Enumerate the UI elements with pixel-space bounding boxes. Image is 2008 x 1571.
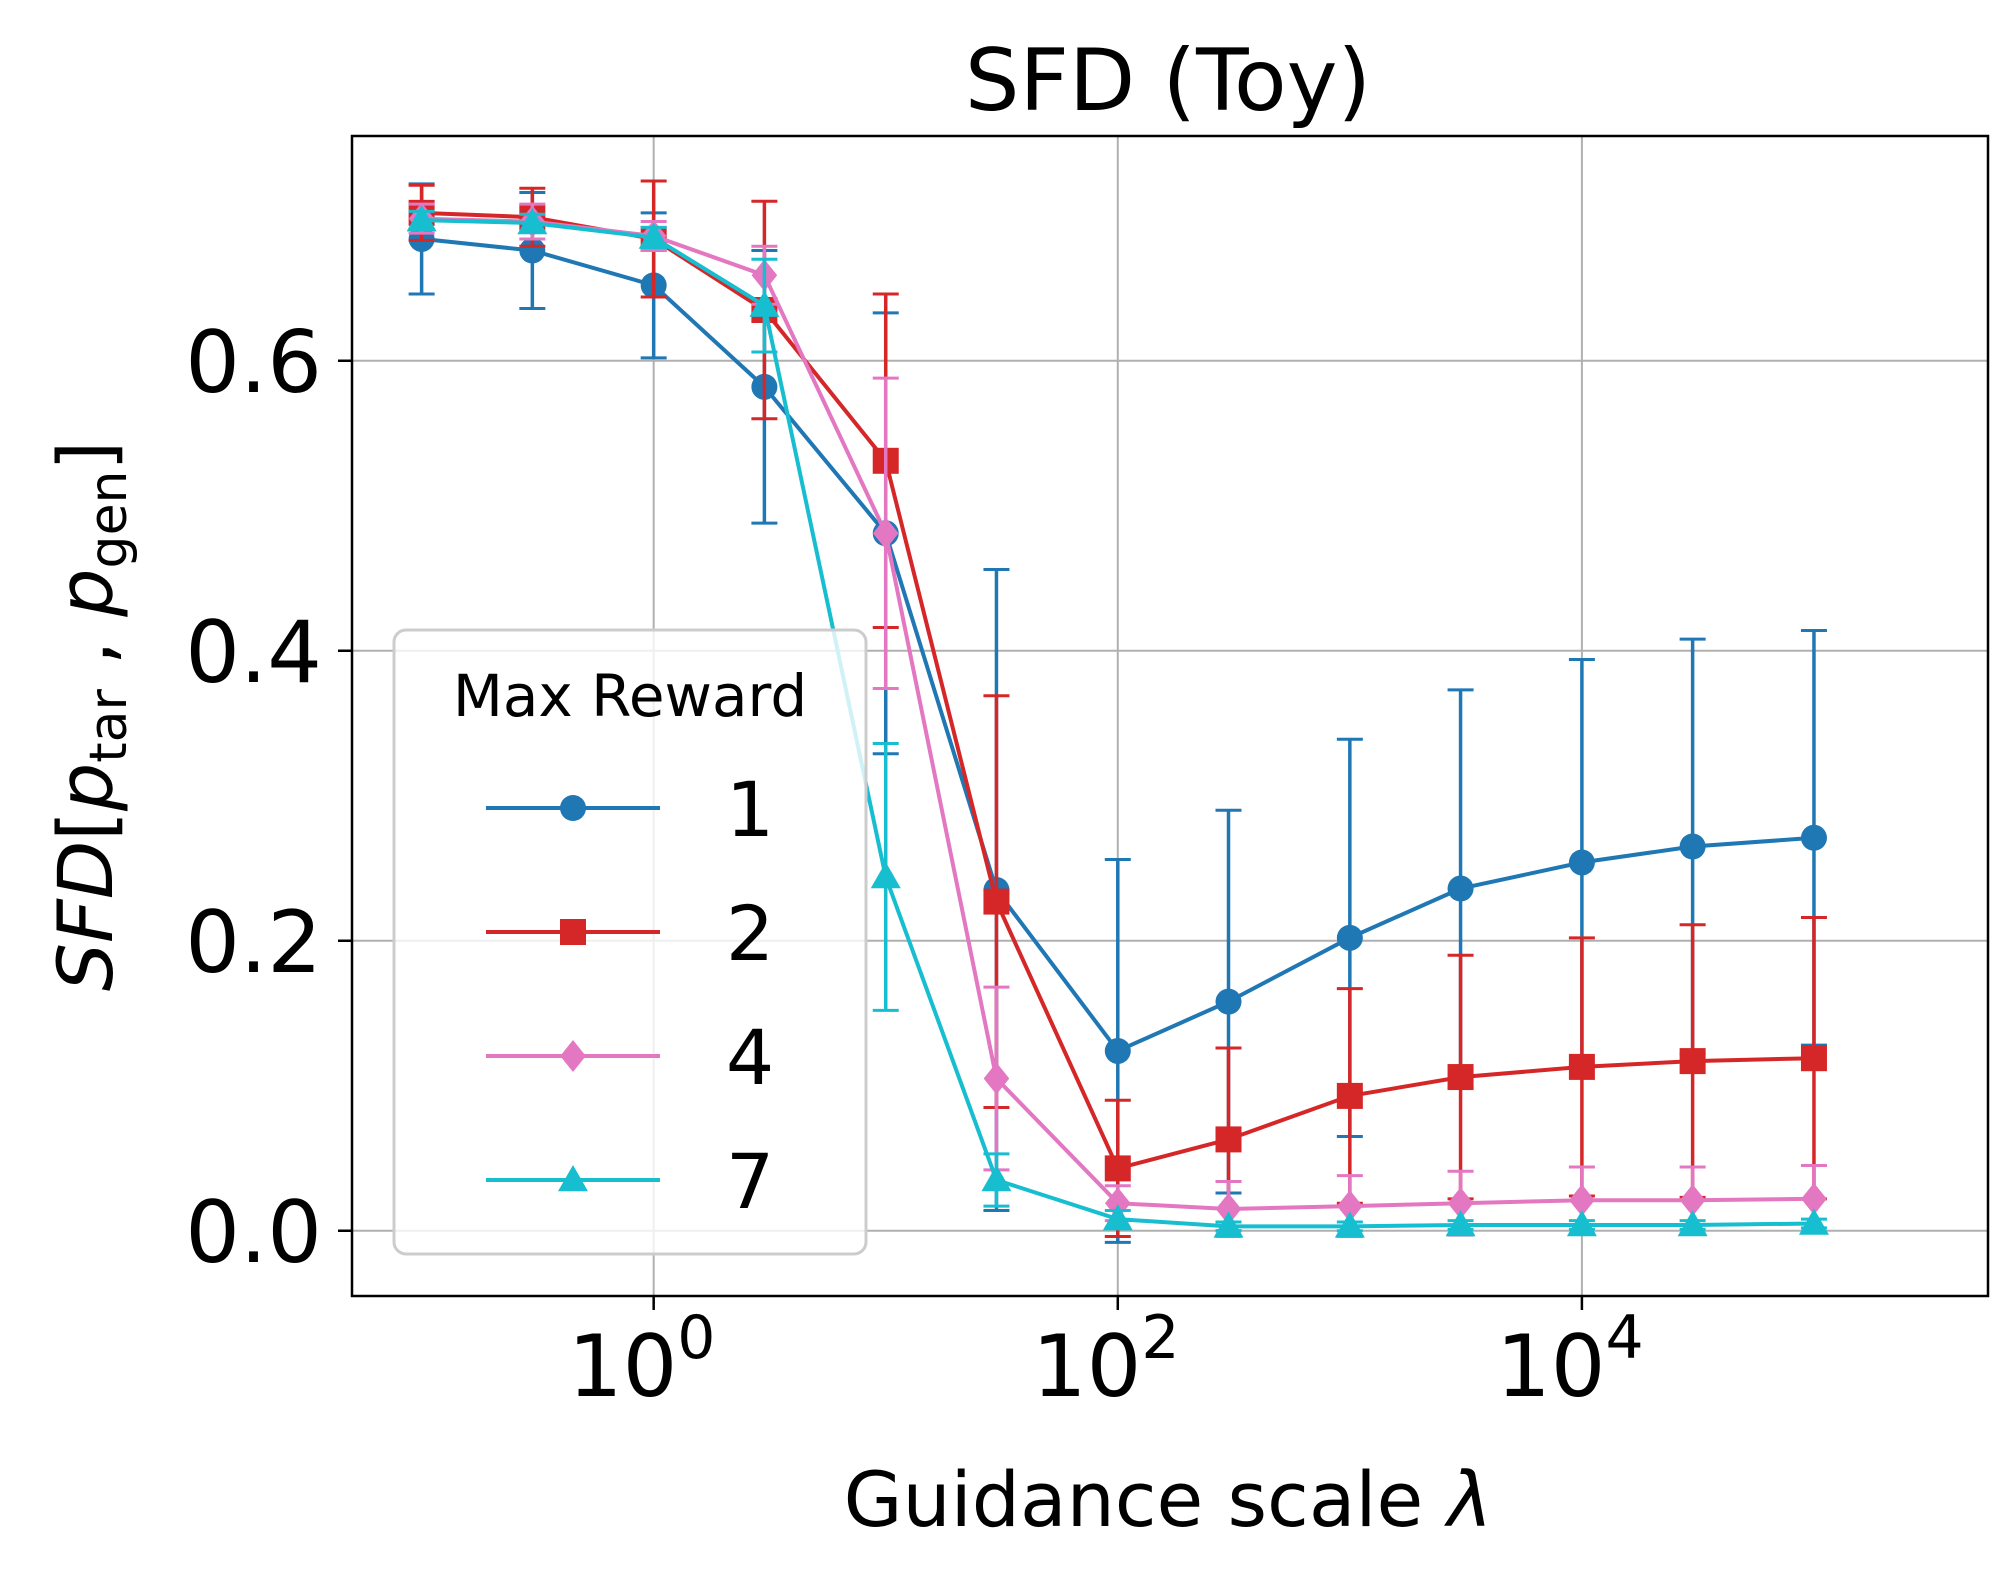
series-1-point-11 bbox=[1679, 833, 1706, 860]
x-tick-label-exp-2: 4 bbox=[1606, 1303, 1644, 1373]
series-7-point-11 bbox=[1677, 1209, 1708, 1237]
series-4-point-9 bbox=[1447, 1187, 1474, 1220]
series-4-point-5 bbox=[983, 1062, 1010, 1095]
y-tick-label-0: 0.0 bbox=[185, 1183, 322, 1283]
series-1-point-9 bbox=[1447, 875, 1474, 902]
series-7-point-7 bbox=[1213, 1211, 1244, 1238]
x-tick-label-exp-0: 0 bbox=[677, 1303, 715, 1373]
legend-entry-4: 4 bbox=[486, 1013, 774, 1102]
x-axis-label-main: Guidance scale bbox=[844, 1455, 1448, 1544]
legend-entries: 1 2 4 7 bbox=[486, 765, 774, 1226]
series-2-point-9 bbox=[1447, 1064, 1474, 1091]
legend-label-4: 4 bbox=[726, 1013, 774, 1102]
series-7-point-4 bbox=[870, 861, 901, 889]
series-2-point-7 bbox=[1215, 1126, 1242, 1153]
x-tick-label-base-1: 10 bbox=[1032, 1317, 1141, 1417]
series-2-point-5 bbox=[983, 888, 1010, 915]
y-tick-label-1: 0.2 bbox=[185, 893, 322, 993]
x-axis-label-symbol: λ bbox=[1443, 1455, 1492, 1544]
series-1-point-6 bbox=[1104, 1037, 1131, 1064]
legend-marker-7 bbox=[558, 1165, 588, 1192]
series-2-point-6 bbox=[1104, 1155, 1131, 1182]
legend-marker-1 bbox=[560, 795, 586, 821]
legend-entry-2: 2 bbox=[486, 889, 774, 978]
legend-marker-4 bbox=[560, 1040, 586, 1072]
y-axis-label-sub1: tar bbox=[79, 689, 139, 763]
legend-title: Max Reward bbox=[453, 662, 807, 730]
x-tick-label-base-0: 10 bbox=[568, 1317, 677, 1417]
y-tick-label-2: 0.4 bbox=[185, 603, 322, 703]
series-7-point-12 bbox=[1798, 1208, 1829, 1235]
y-axis-label-sub2: gen bbox=[79, 470, 139, 568]
y-axis-label-sep: , bbox=[41, 617, 130, 689]
x-tick-label-exp-1: 2 bbox=[1141, 1303, 1179, 1373]
series-7-point-8 bbox=[1334, 1211, 1365, 1238]
y-tick-label-3: 0.6 bbox=[185, 313, 322, 413]
series-2-point-12 bbox=[1800, 1045, 1827, 1072]
series-7-point-0 bbox=[406, 205, 437, 232]
series-4-point-10 bbox=[1569, 1184, 1595, 1217]
legend-entry-1: 1 bbox=[486, 765, 774, 854]
series-1-point-12 bbox=[1800, 824, 1827, 851]
series-7-point-2 bbox=[638, 222, 669, 249]
series-2-point-10 bbox=[1568, 1053, 1595, 1080]
x-tick-label-1: 102 bbox=[1032, 1303, 1180, 1417]
series-7-point-3 bbox=[749, 290, 780, 317]
series-7-point-10 bbox=[1566, 1209, 1597, 1237]
y-axis-label-p1: p bbox=[41, 763, 130, 812]
legend-label-1: 1 bbox=[726, 765, 774, 854]
chart-title: SFD (Toy) bbox=[965, 31, 1371, 131]
series-2-point-11 bbox=[1679, 1048, 1706, 1075]
series-7-point-9 bbox=[1445, 1209, 1476, 1237]
legend-box bbox=[392, 628, 868, 1256]
plot-frame bbox=[350, 134, 1990, 1298]
x-tick-label-0: 100 bbox=[568, 1303, 716, 1417]
series-layer bbox=[406, 179, 1829, 1244]
series-1-point-8 bbox=[1336, 924, 1363, 951]
x-tick-label-2: 104 bbox=[1496, 1303, 1644, 1417]
x-tick-label-base-2: 10 bbox=[1496, 1317, 1605, 1417]
series-1-point-10 bbox=[1568, 849, 1595, 876]
series-1-point-7 bbox=[1215, 988, 1242, 1015]
series-4-point-12 bbox=[1801, 1182, 1827, 1215]
legend-label-2: 2 bbox=[726, 889, 774, 978]
y-axis-label-open: [ bbox=[41, 811, 130, 841]
series-2-point-8 bbox=[1336, 1082, 1363, 1109]
legend-marker-2 bbox=[560, 919, 586, 945]
series-4-point-8 bbox=[1337, 1190, 1363, 1223]
y-axis-label-p2: p bbox=[41, 568, 130, 617]
legend-label-7: 7 bbox=[726, 1137, 774, 1226]
x-axis-label: Guidance scale λ bbox=[844, 1455, 1493, 1544]
series-4-point-7 bbox=[1215, 1193, 1242, 1225]
series-7-point-1 bbox=[517, 208, 548, 235]
series-4-point-11 bbox=[1679, 1184, 1706, 1217]
series-7 bbox=[406, 205, 1829, 1238]
legend: Max Reward 1 2 4 7 bbox=[392, 628, 868, 1256]
series-7-point-5 bbox=[981, 1165, 1012, 1192]
series-1-point-1 bbox=[519, 237, 546, 264]
series-7-point-6 bbox=[1102, 1204, 1133, 1231]
legend-entry-7: 7 bbox=[486, 1137, 774, 1226]
y-axis-label-func: SFD bbox=[41, 841, 130, 991]
series-4-point-4 bbox=[872, 517, 899, 550]
y-axis-label: SFD[ptar , pgen] bbox=[41, 441, 139, 991]
y-axis-label-close: ] bbox=[41, 441, 130, 471]
